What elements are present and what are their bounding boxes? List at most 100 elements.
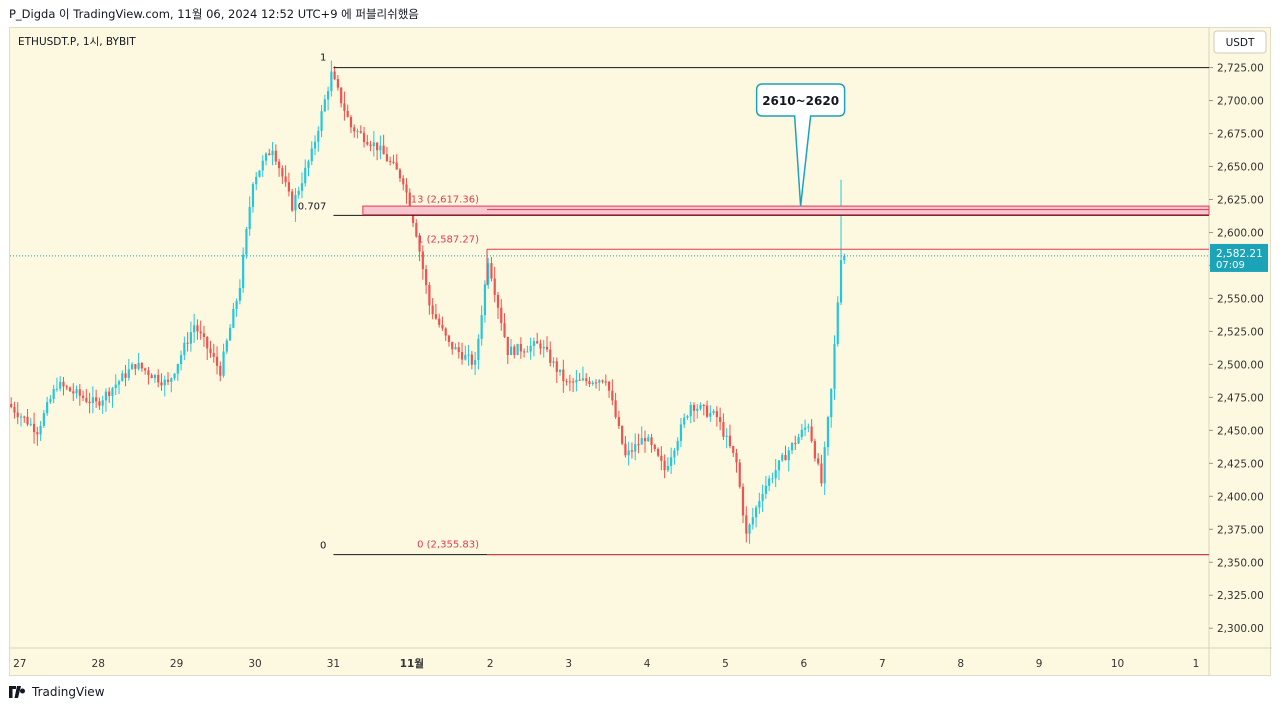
- candle-body: [820, 463, 823, 484]
- candle: [519, 337, 522, 359]
- candle-body: [382, 145, 385, 155]
- candle: [611, 379, 614, 406]
- candle: [823, 441, 826, 495]
- candle-body: [503, 323, 506, 337]
- candle: [392, 154, 395, 165]
- candle-body: [483, 284, 487, 316]
- candle-body: [643, 438, 647, 442]
- candle: [114, 374, 117, 396]
- candle: [356, 128, 359, 139]
- candle: [431, 298, 434, 320]
- y-tick-label: 2,400.00: [1217, 491, 1264, 503]
- candle: [170, 377, 173, 393]
- candle: [346, 104, 349, 118]
- candle: [660, 446, 663, 471]
- candle: [670, 447, 673, 474]
- candle-body: [372, 142, 375, 147]
- candle: [699, 402, 702, 411]
- candle: [460, 342, 464, 365]
- candle-body: [173, 373, 176, 379]
- candle: [774, 459, 777, 488]
- candle: [817, 453, 820, 466]
- candle: [434, 303, 438, 320]
- candle: [496, 292, 500, 319]
- candle: [650, 434, 653, 453]
- candle-body: [222, 351, 225, 376]
- candle: [513, 344, 516, 359]
- candle-body: [601, 380, 604, 382]
- x-tick-label: 1: [1193, 658, 1200, 670]
- y-tick-label: 2,675.00: [1217, 129, 1264, 141]
- candle-body: [359, 131, 362, 133]
- candle-body: [777, 460, 781, 471]
- candle: [715, 406, 718, 427]
- candle: [415, 219, 418, 238]
- chart-canvas[interactable]: 1 0.707 0 .13 (2,617.36) 1 (2,587.27) 0 (2,35…: [10, 28, 1272, 677]
- candle: [219, 361, 222, 382]
- candle-body: [261, 160, 264, 171]
- candle-body: [803, 427, 807, 430]
- symbol-label: ETHUSDT.P, 1시, BYBIT: [18, 36, 136, 48]
- candle: [591, 380, 594, 386]
- candle: [68, 386, 72, 392]
- candle-body: [150, 375, 153, 379]
- candle-body: [640, 438, 643, 445]
- candle: [369, 140, 372, 152]
- candle-body: [300, 183, 304, 191]
- candle: [176, 363, 179, 381]
- candle-body: [650, 437, 653, 445]
- candle: [130, 362, 134, 370]
- candle-body: [474, 360, 477, 365]
- fib-left-label-1: 0.707: [298, 201, 327, 212]
- candle: [761, 484, 764, 513]
- candle: [656, 447, 660, 458]
- candle-body: [565, 381, 568, 383]
- candle-body: [545, 346, 549, 350]
- candle-body: [712, 411, 715, 414]
- candle-body: [111, 388, 114, 396]
- price-callout[interactable]: 2610~2620: [755, 83, 846, 207]
- candle-body: [562, 369, 565, 382]
- candle: [800, 423, 803, 440]
- candle: [836, 296, 839, 347]
- candle-body: [199, 331, 202, 334]
- fib-layer: 1 0.707 0 .13 (2,617.36) 1 (2,587.27) 0 (2,35…: [10, 53, 1210, 556]
- candle: [826, 415, 830, 456]
- last-price-value: 2,582.21: [1216, 248, 1263, 260]
- chart-panel[interactable]: 1 0.707 0 .13 (2,617.36) 1 (2,587.27) 0 (2,35…: [9, 27, 1272, 677]
- currency-label-box[interactable]: USDT: [1213, 30, 1267, 54]
- candle: [29, 418, 32, 427]
- candle: [376, 142, 379, 161]
- candle: [637, 433, 640, 454]
- candle-body: [826, 417, 830, 448]
- candle-body: [490, 263, 493, 279]
- candle: [225, 338, 228, 354]
- candle: [578, 372, 581, 381]
- candle-body: [702, 404, 705, 406]
- candle-body: [774, 470, 777, 479]
- candle: [477, 334, 480, 370]
- candle: [692, 402, 696, 423]
- candle: [294, 187, 297, 222]
- candle: [457, 341, 460, 359]
- tradingview-brand[interactable]: TradingView: [9, 685, 105, 699]
- candle-body: [238, 288, 241, 301]
- candle-body: [487, 263, 490, 285]
- candle-body: [454, 347, 457, 350]
- candle: [49, 395, 52, 404]
- candle-body: [549, 349, 552, 363]
- candle-body: [166, 379, 170, 382]
- candle: [193, 313, 196, 343]
- candle: [751, 507, 754, 530]
- candle-body: [787, 450, 790, 461]
- candle: [124, 364, 127, 387]
- candle-body: [91, 397, 94, 404]
- candle-body: [617, 417, 620, 427]
- candle-body: [470, 354, 473, 365]
- candle-body: [768, 478, 771, 486]
- candle: [810, 419, 813, 443]
- candle-body: [235, 300, 238, 309]
- candle: [81, 390, 85, 402]
- candle: [42, 409, 45, 428]
- publish-header: P_Digda 이 TradingView.com, 11월 06, 2024 …: [0, 0, 1280, 24]
